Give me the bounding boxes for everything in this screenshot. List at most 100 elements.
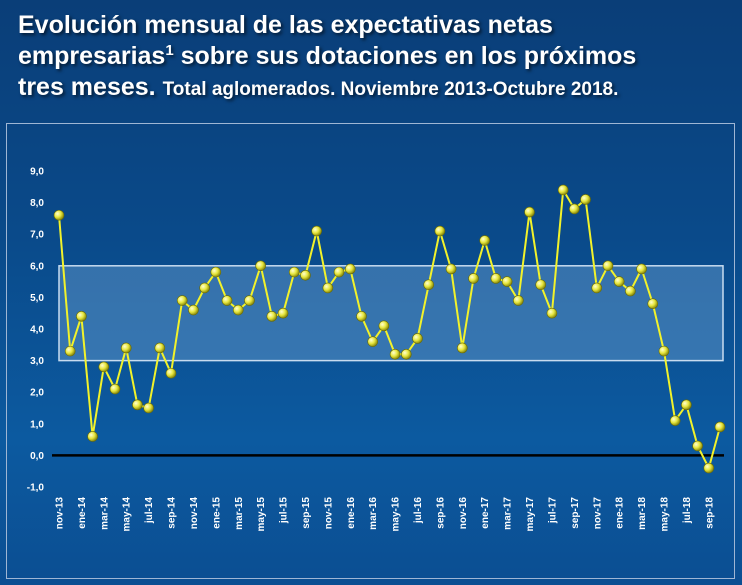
x-tick-label: jul-15 [279, 497, 290, 525]
x-tick-label: may-15 [256, 497, 267, 532]
data-point [176, 295, 188, 306]
data-point [288, 266, 300, 278]
x-tick-label: jul-17 [547, 497, 558, 525]
data-point [300, 269, 311, 281]
data-point [143, 402, 154, 414]
data-point [692, 440, 703, 452]
data-point [322, 282, 334, 294]
data-point [188, 304, 199, 316]
x-tick-label: sep-17 [570, 497, 581, 529]
data-point [389, 348, 401, 360]
y-tick-label: 7,0 [30, 230, 44, 241]
x-tick-label: jul-14 [144, 497, 155, 525]
data-point [199, 282, 210, 294]
data-point [76, 311, 87, 322]
data-point [681, 399, 692, 411]
y-tick-label: -1,0 [27, 483, 45, 494]
data-point [165, 367, 177, 379]
x-tick-label: nov-15 [323, 497, 334, 530]
y-tick-label: 2,0 [30, 388, 44, 399]
data-point [658, 345, 670, 357]
y-tick-label: 4,0 [30, 325, 44, 336]
x-tick-label: mar-15 [234, 497, 245, 530]
x-tick-label: mar-16 [368, 497, 379, 530]
x-tick-label: ene-17 [480, 497, 491, 529]
x-tick-label: mar-14 [99, 497, 110, 530]
data-point [714, 421, 726, 433]
data-point [490, 273, 502, 284]
data-point [535, 279, 547, 291]
data-point [569, 203, 580, 215]
data-point [333, 266, 345, 278]
x-tick-label: ene-14 [77, 497, 88, 529]
data-point [457, 342, 468, 354]
y-tick-label: 3,0 [30, 356, 44, 367]
x-tick-label: mar-18 [637, 497, 648, 530]
x-tick-label: jul-18 [682, 497, 693, 525]
data-point [53, 209, 65, 221]
y-tick-label: 5,0 [30, 293, 44, 304]
y-tick-label: 1,0 [30, 419, 44, 430]
footnote-marker: 1 [165, 42, 174, 59]
data-point [580, 194, 591, 205]
data-point [669, 415, 681, 426]
x-tick-label: sep-18 [704, 497, 715, 529]
data-point [546, 307, 558, 319]
data-point [232, 304, 244, 316]
data-point [501, 276, 513, 287]
data-point [356, 311, 367, 322]
title-line-2-pre: empresarias [18, 42, 166, 70]
data-point [98, 361, 110, 373]
data-point [468, 273, 479, 284]
data-point [591, 282, 603, 294]
data-point [344, 263, 356, 275]
x-tick-label: ene-18 [615, 497, 626, 529]
data-point [132, 399, 143, 411]
x-tick-label: may-18 [659, 497, 670, 532]
data-point [524, 206, 535, 218]
data-point [423, 279, 435, 291]
data-point [367, 336, 378, 347]
data-point [277, 307, 289, 319]
plot-frame [6, 123, 735, 579]
data-point [602, 260, 614, 272]
data-point [479, 235, 491, 246]
data-point [401, 348, 412, 360]
title-line-1: Evolución mensual de las expectativas ne… [18, 11, 553, 39]
x-tick-label: nov-14 [189, 497, 200, 530]
y-tick-label: 6,0 [30, 261, 44, 272]
data-point [210, 266, 222, 278]
y-tick-label: 8,0 [30, 198, 44, 209]
data-point [636, 263, 647, 275]
x-tick-label: sep-16 [435, 497, 446, 529]
data-point [625, 285, 636, 297]
data-point [378, 320, 390, 332]
data-point [255, 260, 266, 272]
y-tick-label: 9,0 [30, 167, 44, 178]
x-tick-label: ene-16 [346, 497, 357, 529]
data-point [244, 295, 255, 306]
data-point [613, 276, 625, 287]
data-point [154, 342, 166, 354]
x-tick-label: sep-14 [167, 497, 178, 529]
title-line-2-post: sobre sus dotaciones en los próximos [173, 42, 637, 70]
data-point [64, 345, 76, 357]
data-point [647, 298, 659, 310]
x-tick-label: nov-16 [458, 497, 469, 530]
data-point [434, 225, 446, 237]
data-point [311, 225, 322, 237]
y-tick-label: 0,0 [30, 451, 44, 462]
x-tick-label: nov-13 [55, 497, 66, 530]
data-point [87, 431, 98, 442]
data-point [412, 333, 423, 344]
chart-title: Evolución mensual de las expectativas ne… [18, 10, 728, 105]
x-tick-label: may-17 [525, 497, 536, 532]
data-point [445, 263, 457, 275]
chart-subtitle: Total aglomerados. Noviembre 2013-Octubr… [162, 79, 619, 100]
data-point [120, 342, 132, 354]
data-point [266, 311, 278, 322]
x-tick-label: nov-17 [592, 497, 603, 530]
data-point [703, 462, 715, 474]
x-tick-label: may-14 [122, 497, 133, 532]
x-tick-label: jul-16 [413, 497, 424, 525]
